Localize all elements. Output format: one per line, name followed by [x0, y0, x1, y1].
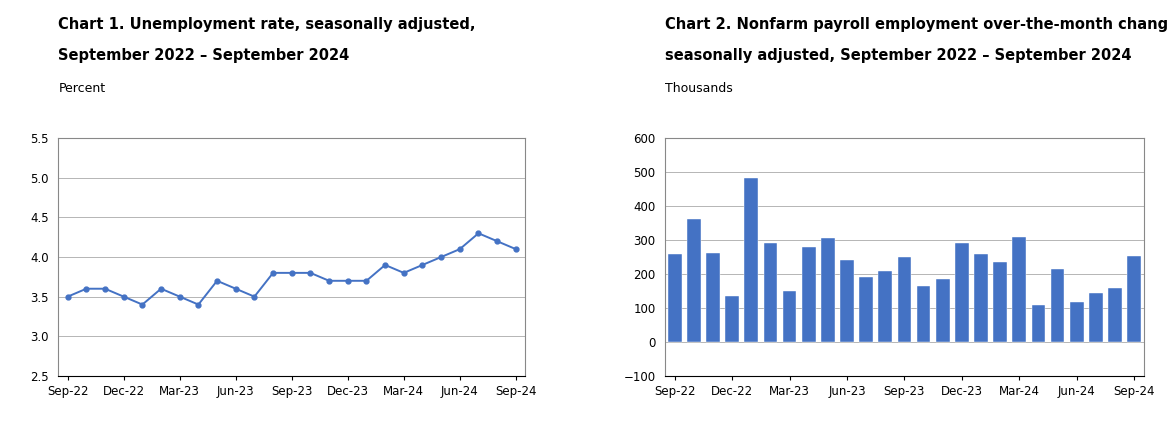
- Bar: [1050, 269, 1064, 342]
- Bar: [706, 253, 720, 342]
- Bar: [897, 257, 911, 342]
- Bar: [763, 244, 777, 342]
- Bar: [936, 279, 950, 342]
- Bar: [1089, 293, 1103, 342]
- Text: seasonally adjusted, September 2022 – September 2024: seasonally adjusted, September 2022 – Se…: [665, 48, 1132, 63]
- Bar: [1032, 305, 1046, 342]
- Text: Thousands: Thousands: [665, 82, 733, 95]
- Text: September 2022 – September 2024: September 2022 – September 2024: [58, 48, 350, 63]
- Bar: [1107, 288, 1121, 342]
- Bar: [668, 254, 682, 342]
- Text: Chart 1. Unemployment rate, seasonally adjusted,: Chart 1. Unemployment rate, seasonally a…: [58, 17, 476, 32]
- Bar: [840, 260, 854, 342]
- Bar: [859, 277, 873, 342]
- Bar: [879, 270, 893, 342]
- Bar: [820, 238, 834, 342]
- Bar: [745, 178, 759, 342]
- Bar: [993, 262, 1007, 342]
- Text: Chart 2. Nonfarm payroll employment over-the-month change,: Chart 2. Nonfarm payroll employment over…: [665, 17, 1167, 32]
- Bar: [955, 244, 969, 342]
- Bar: [916, 286, 930, 342]
- Bar: [802, 247, 816, 342]
- Bar: [687, 219, 701, 342]
- Bar: [974, 254, 988, 342]
- Bar: [1127, 256, 1141, 342]
- Bar: [725, 296, 739, 342]
- Bar: [1070, 302, 1084, 342]
- Bar: [783, 291, 797, 342]
- Text: Percent: Percent: [58, 82, 105, 95]
- Bar: [1012, 237, 1026, 342]
